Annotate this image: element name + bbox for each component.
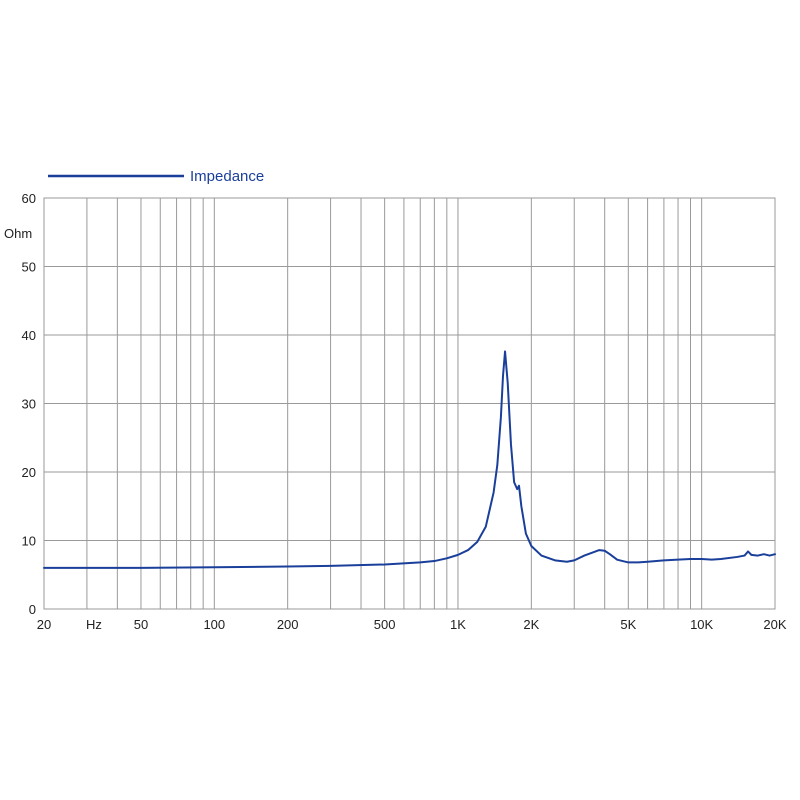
x-tick-labels: 20 50 100 200 500 1K 2K 5K 10K 20K: [37, 617, 787, 632]
x-tick-label: 500: [374, 617, 396, 632]
y-tick-labels: 0 10 20 30 40 50 60: [22, 191, 36, 617]
y-tick-label: 40: [22, 328, 36, 343]
x-tick-label: 2K: [523, 617, 539, 632]
x-tick-label: 100: [203, 617, 225, 632]
series-line-impedance: [43, 350, 776, 569]
x-tick-label: 20K: [763, 617, 786, 632]
y-tick-label: 30: [22, 397, 36, 412]
series-layer: [43, 350, 776, 569]
y-axis-unit-label: Ohm: [4, 226, 32, 241]
gridlines: [43, 197, 776, 610]
y-tick-label: 50: [22, 260, 36, 275]
x-tick-label: 50: [134, 617, 148, 632]
y-tick-label: 20: [22, 465, 36, 480]
y-tick-label: 10: [22, 534, 36, 549]
x-tick-label: 5K: [620, 617, 636, 632]
y-tick-label: 0: [29, 602, 36, 617]
plot-frame: [43, 197, 776, 610]
legend: Impedance: [48, 168, 264, 185]
y-tick-label: 60: [22, 191, 36, 206]
x-tick-label: 20: [37, 617, 51, 632]
x-tick-label: 1K: [450, 617, 466, 632]
legend-label-impedance: Impedance: [190, 168, 264, 185]
x-tick-label: 10K: [690, 617, 713, 632]
x-axis-unit-label: Hz: [86, 617, 102, 632]
x-tick-label: 200: [277, 617, 299, 632]
